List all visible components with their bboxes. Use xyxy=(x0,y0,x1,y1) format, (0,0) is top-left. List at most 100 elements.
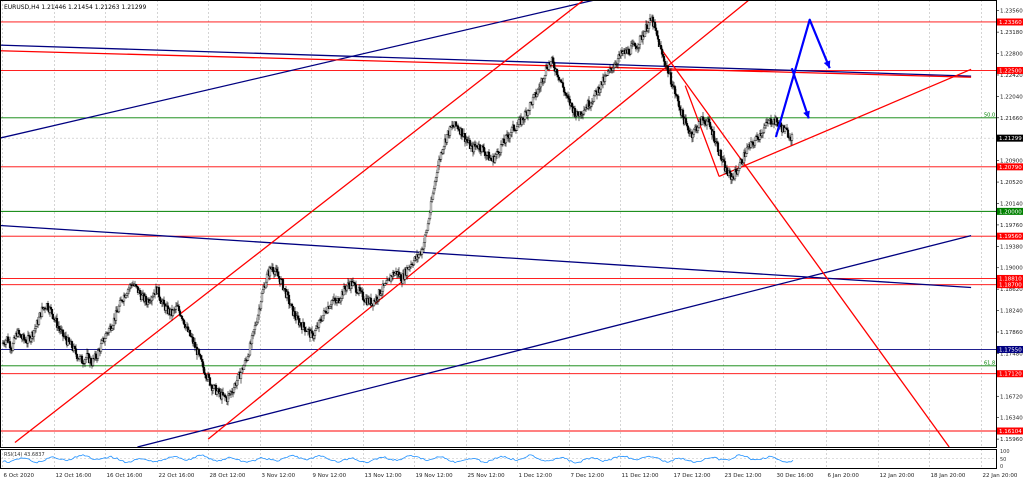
candle-body xyxy=(523,111,527,120)
x-tick-label: 17 Dec 12:00 xyxy=(674,473,711,479)
candle-body xyxy=(37,316,41,325)
level-tag-text: 1.22500 xyxy=(999,68,1022,74)
candle xyxy=(315,322,319,330)
candle xyxy=(790,132,794,146)
candle-body xyxy=(252,329,256,333)
candle xyxy=(629,40,633,55)
candle-body xyxy=(259,301,263,309)
candle-body xyxy=(19,334,23,338)
candle xyxy=(212,383,216,390)
candle-body xyxy=(656,35,660,40)
arrow-head xyxy=(803,110,810,119)
candle-body xyxy=(528,102,532,111)
candle xyxy=(220,389,224,404)
candle xyxy=(91,354,95,367)
candle-body xyxy=(239,372,243,379)
candle-body xyxy=(562,87,566,93)
candle xyxy=(785,124,789,131)
y-tick-label: 1.22800 xyxy=(1000,52,1023,58)
candle-body xyxy=(433,181,437,189)
candle-body xyxy=(504,135,508,144)
candle xyxy=(420,246,424,259)
fib-label: 50.0 xyxy=(984,112,995,118)
candle xyxy=(230,388,234,396)
candle-body xyxy=(677,100,681,108)
candle-body xyxy=(198,353,202,356)
candle xyxy=(128,282,132,292)
candle-body xyxy=(539,81,543,88)
candle-body xyxy=(709,126,713,130)
candle-body xyxy=(655,30,659,36)
x-tick-label: 30 Dec 16:00 xyxy=(777,473,814,479)
candle xyxy=(603,71,607,86)
candle xyxy=(191,333,195,347)
candle-body xyxy=(637,44,641,48)
candle xyxy=(451,121,455,129)
level-tag xyxy=(997,18,1023,26)
candle-body xyxy=(517,119,521,125)
candle-body xyxy=(354,284,358,293)
candle xyxy=(562,85,566,97)
candle-body xyxy=(737,168,741,171)
candle xyxy=(243,357,247,367)
candle-body xyxy=(164,306,168,311)
candle-body xyxy=(451,124,455,127)
candle-body xyxy=(287,294,291,305)
candle-body xyxy=(312,335,316,339)
candle-body xyxy=(339,298,343,302)
candle-body xyxy=(94,353,98,359)
candle-body xyxy=(431,192,435,200)
candle-body xyxy=(456,125,460,130)
candle-body xyxy=(264,281,268,289)
candle-body xyxy=(762,127,766,133)
candle-body xyxy=(654,27,658,31)
candle-body xyxy=(701,116,705,121)
candle-body xyxy=(246,356,250,361)
candle-body xyxy=(75,353,79,360)
candle-body xyxy=(33,328,37,331)
candle-body xyxy=(253,325,257,330)
candle-body xyxy=(247,354,251,357)
candle-body xyxy=(420,249,424,255)
candle-body xyxy=(207,374,211,378)
y-tick-label: 1.22040 xyxy=(1000,94,1023,100)
candle-body xyxy=(442,145,446,150)
candle xyxy=(643,30,647,37)
candle-body xyxy=(424,231,428,236)
candle-body xyxy=(510,126,514,133)
candle xyxy=(528,101,532,115)
candle xyxy=(122,292,126,306)
candle-body xyxy=(314,328,318,331)
red-descending xyxy=(659,47,950,447)
x-tick-label: 25 Nov 12:00 xyxy=(468,473,506,479)
candle-body xyxy=(673,86,677,95)
candle-body xyxy=(126,289,130,294)
candle-body xyxy=(104,333,108,339)
candle-body xyxy=(660,48,664,55)
candle-body xyxy=(436,165,440,173)
candle xyxy=(561,77,565,89)
candle-body xyxy=(275,268,279,272)
candle-body xyxy=(202,367,206,374)
candle-body xyxy=(509,132,513,136)
candle-body xyxy=(576,111,580,116)
candle xyxy=(162,296,166,305)
x-tick-label: 13 Nov 12:00 xyxy=(365,473,403,479)
level-tag xyxy=(997,281,1023,289)
candle xyxy=(317,319,321,333)
candle-body xyxy=(310,330,314,334)
level-tag xyxy=(997,274,1023,282)
candle-body xyxy=(73,346,77,349)
candle-body xyxy=(361,291,365,300)
candle xyxy=(372,298,376,307)
candle-body xyxy=(380,290,384,295)
y-tick-label: 1.18620 xyxy=(1000,287,1023,293)
candle xyxy=(633,42,637,47)
candle xyxy=(703,118,707,128)
candle-body xyxy=(712,131,716,142)
candle-body xyxy=(67,337,71,342)
x-tick-label: 6 Jan 20:00 xyxy=(828,473,860,479)
candle-body xyxy=(330,300,334,306)
candle xyxy=(659,40,663,51)
candle-body xyxy=(345,285,349,291)
